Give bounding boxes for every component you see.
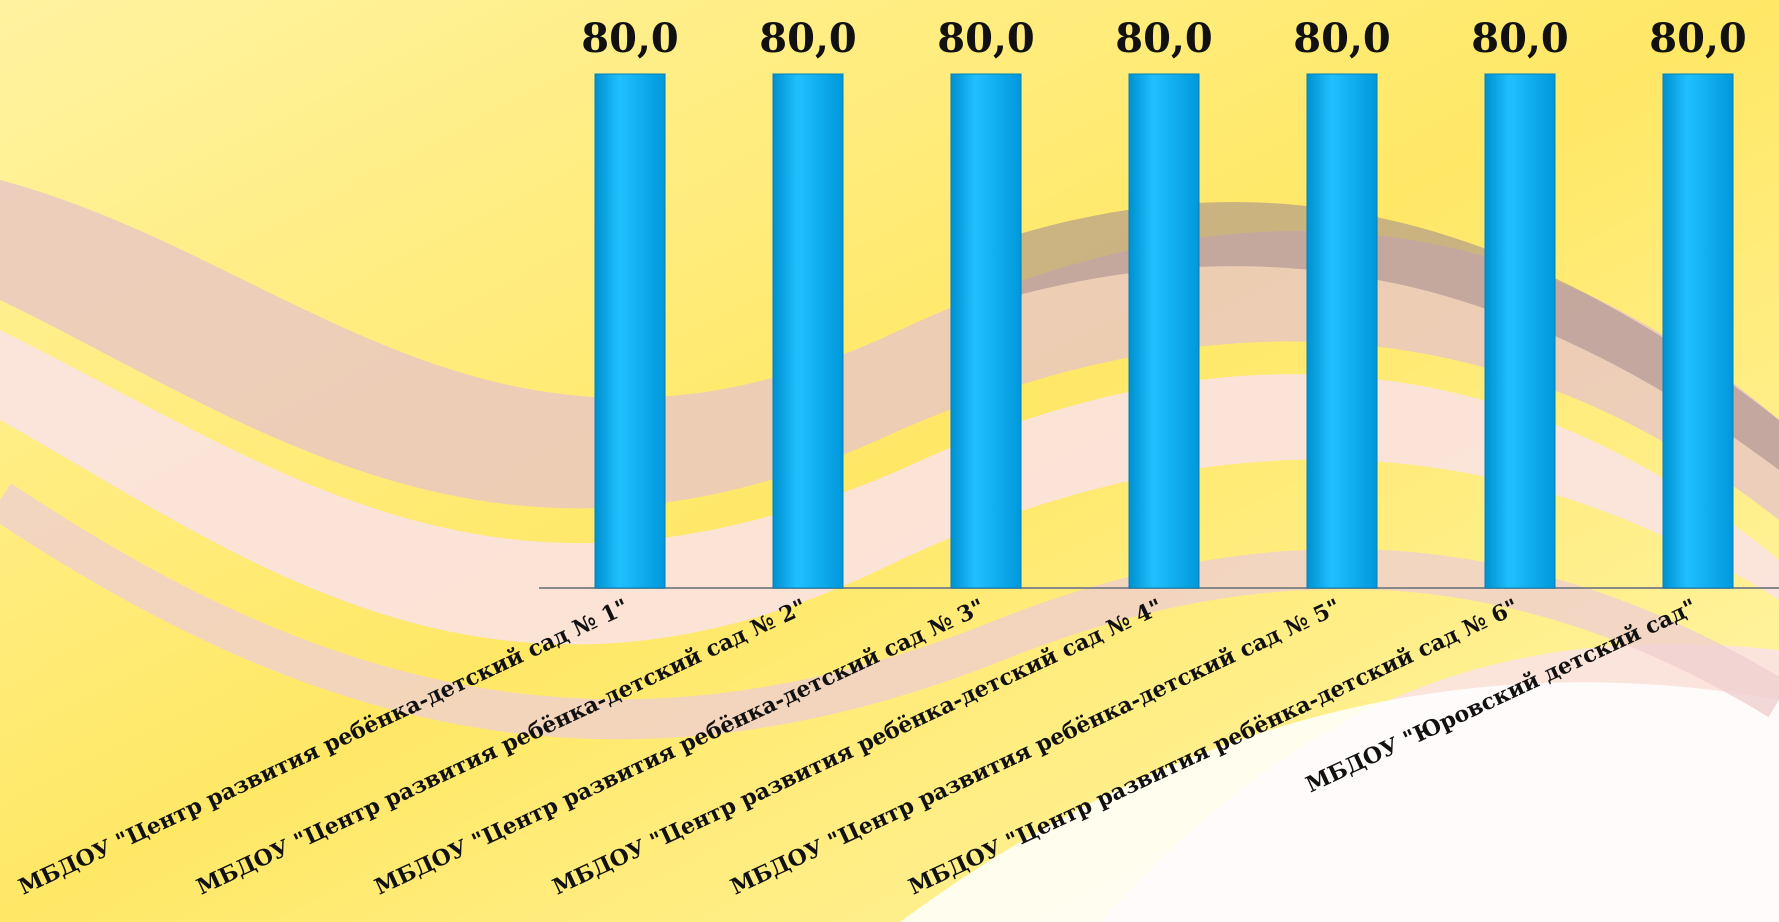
bar	[950, 73, 1022, 589]
value-label: 80,0	[1293, 15, 1390, 62]
bar	[1484, 73, 1556, 589]
bar	[1128, 73, 1200, 589]
value-label: 80,0	[937, 15, 1034, 62]
value-label: 80,0	[1649, 15, 1746, 62]
bar	[1306, 73, 1378, 589]
wave	[1000, 201, 1779, 470]
value-label: 80,0	[581, 15, 678, 62]
wave	[0, 483, 1779, 740]
bar	[772, 73, 844, 589]
bar	[594, 73, 666, 589]
value-label: 80,0	[1471, 15, 1568, 62]
value-label: 80,0	[759, 15, 856, 62]
bar	[1662, 73, 1734, 589]
value-label: 80,0	[1115, 15, 1212, 62]
wave	[900, 682, 1779, 922]
